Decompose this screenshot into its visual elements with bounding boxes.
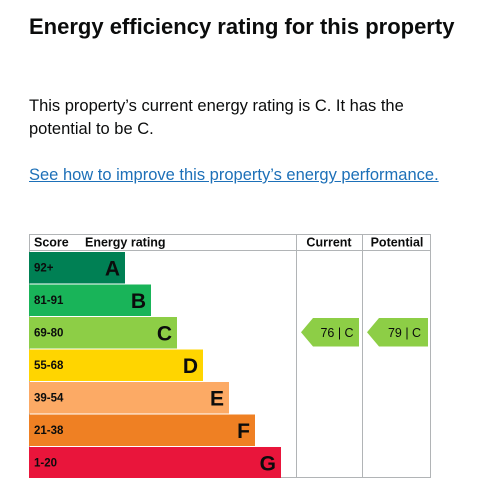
energy-rating-chart: Score Energy rating Current Potential 92… xyxy=(29,234,431,478)
current-rating-label: 76 | C xyxy=(320,326,353,340)
potential-pointer xyxy=(367,318,428,347)
band-score-a: 92+ xyxy=(34,262,54,274)
improve-performance-link[interactable]: See how to improve this property’s energ… xyxy=(29,166,439,184)
band-letter-e: E xyxy=(210,387,224,410)
current-pointer xyxy=(301,318,359,347)
current-column-header: Current xyxy=(306,236,352,250)
band-bar-a xyxy=(29,252,125,284)
band-letter-c: C xyxy=(157,322,172,345)
page-title: Energy efficiency rating for this proper… xyxy=(29,14,455,39)
score-column-header: Score xyxy=(34,236,69,250)
band-letter-a: A xyxy=(105,257,120,280)
band-score-f: 21-38 xyxy=(34,425,64,437)
band-letter-d: D xyxy=(183,355,198,378)
band-score-g: 1-20 xyxy=(34,457,57,469)
band-letter-b: B xyxy=(131,290,146,313)
band-score-e: 39-54 xyxy=(34,392,64,404)
potential-rating-label: 79 | C xyxy=(388,326,421,340)
potential-column-header: Potential xyxy=(371,236,424,250)
band-bar-c xyxy=(29,317,177,349)
band-letter-f: F xyxy=(237,420,250,443)
band-bar-g xyxy=(29,447,281,478)
band-letter-g: G xyxy=(260,452,276,475)
band-score-c: 69-80 xyxy=(34,327,63,339)
energy-rating-svg: Score Energy rating Current Potential 92… xyxy=(29,234,431,478)
rating-pointers: 76 | C 79 | C xyxy=(301,318,428,347)
band-score-b: 81-91 xyxy=(34,295,64,307)
rating-bands: 92+ A 81-91 B 69-80 C 55-68 D 39-54 E 21-38 F 1-20 G xyxy=(29,252,281,478)
band-bar-f xyxy=(29,414,255,446)
band-bar-d xyxy=(29,349,203,381)
rating-description: This property’s current energy rating is… xyxy=(29,97,404,138)
band-bar-b xyxy=(29,284,151,316)
rating-column-header: Energy rating xyxy=(85,236,166,250)
band-score-d: 55-68 xyxy=(34,360,64,372)
band-bar-e xyxy=(29,382,229,414)
